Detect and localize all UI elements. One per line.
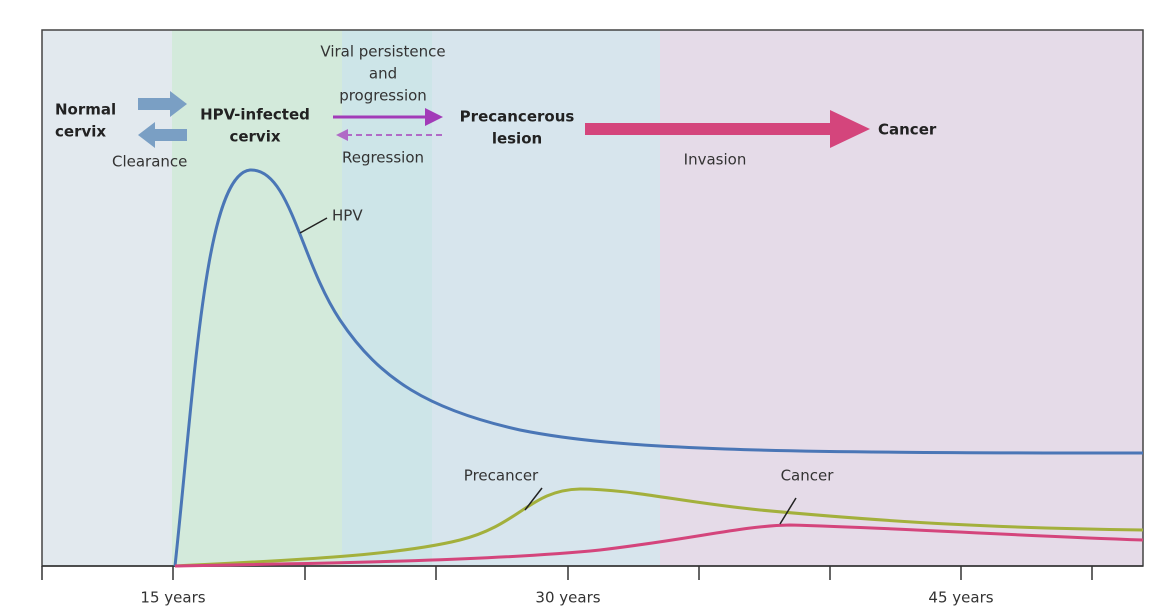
stage-label: HPV-infected bbox=[200, 106, 310, 124]
hpv-curve bbox=[173, 168, 1144, 567]
arrow-forward bbox=[138, 91, 187, 117]
cancer-curve bbox=[174, 523, 1144, 568]
curve-label: Cancer bbox=[781, 467, 835, 485]
leader bbox=[524, 487, 543, 511]
curve-label: HPV bbox=[332, 207, 363, 225]
stage-label: cervix bbox=[229, 128, 280, 146]
stage-label: Cancer bbox=[878, 121, 937, 139]
axis-label: 30 years bbox=[535, 589, 600, 607]
stage-label: Precancerous bbox=[460, 108, 575, 126]
stage-label: Clearance bbox=[112, 153, 187, 171]
axis-label: 45 years bbox=[928, 589, 993, 607]
stage-label: Invasion bbox=[684, 151, 747, 169]
stage-label: cervix bbox=[55, 123, 106, 141]
leader bbox=[299, 217, 328, 234]
stage-label: Normal bbox=[55, 101, 116, 119]
stage-label: progression bbox=[339, 87, 427, 105]
stage-label: Viral persistence bbox=[320, 43, 445, 61]
stage-label: Regression bbox=[342, 149, 424, 167]
curve-label: Precancer bbox=[464, 467, 539, 485]
stage-label: lesion bbox=[492, 130, 542, 148]
precancer-curve bbox=[174, 487, 1144, 568]
stage-label: and bbox=[369, 65, 397, 83]
leader bbox=[779, 497, 797, 525]
arrow-invasion bbox=[585, 110, 870, 148]
time-axis bbox=[41, 565, 1143, 580]
axis-label: 15 years bbox=[140, 589, 205, 607]
arrow-back bbox=[138, 122, 187, 148]
background bbox=[41, 29, 1144, 567]
